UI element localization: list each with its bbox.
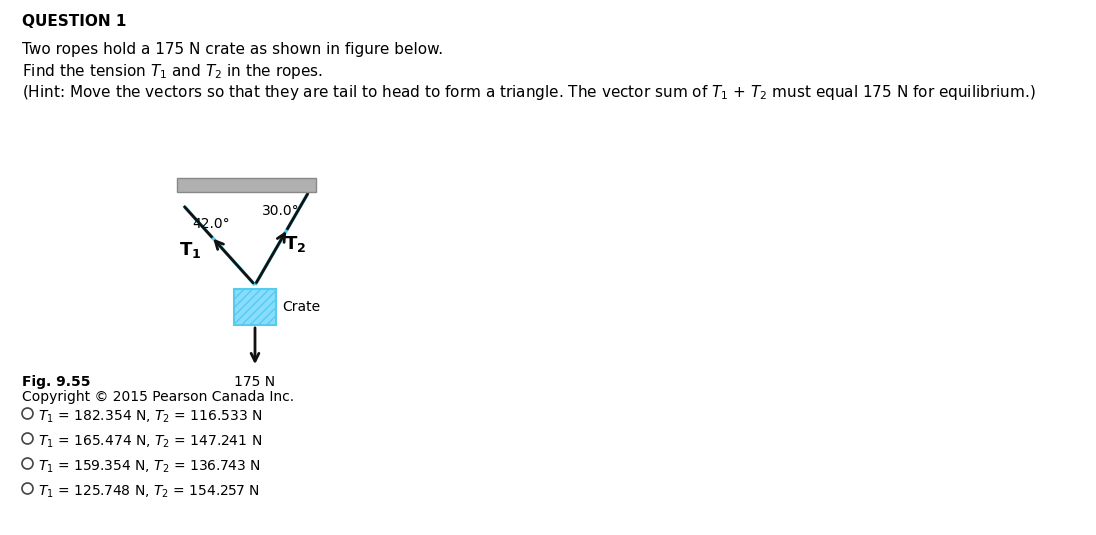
Bar xyxy=(235,289,276,325)
Text: Find the tension $T_1$ and $T_2$ in the ropes.: Find the tension $T_1$ and $T_2$ in the … xyxy=(22,62,323,81)
Text: (Hint: Move the vectors so that they are tail to head to form a triangle. The ve: (Hint: Move the vectors so that they are… xyxy=(22,83,1036,102)
Text: $T_1$ = 165.474 N, $T_2$ = 147.241 N: $T_1$ = 165.474 N, $T_2$ = 147.241 N xyxy=(38,434,262,450)
Text: 42.0°: 42.0° xyxy=(193,217,230,231)
Text: 175 N: 175 N xyxy=(235,375,275,389)
Text: $T_1$ = 125.748 N, $T_2$ = 154.257 N: $T_1$ = 125.748 N, $T_2$ = 154.257 N xyxy=(38,484,260,500)
Text: $\mathbf{T_1}$: $\mathbf{T_1}$ xyxy=(179,240,202,260)
Text: Crate: Crate xyxy=(282,300,320,314)
Text: 30.0°: 30.0° xyxy=(262,204,299,218)
Text: $T_1$ = 182.354 N, $T_2$ = 116.533 N: $T_1$ = 182.354 N, $T_2$ = 116.533 N xyxy=(38,409,263,425)
Text: $T_1$ = 159.354 N, $T_2$ = 136.743 N: $T_1$ = 159.354 N, $T_2$ = 136.743 N xyxy=(38,459,261,476)
Text: QUESTION 1: QUESTION 1 xyxy=(22,14,126,29)
Text: $\mathbf{T_2}$: $\mathbf{T_2}$ xyxy=(284,234,306,254)
Text: Two ropes hold a 175 N crate as shown in figure below.: Two ropes hold a 175 N crate as shown in… xyxy=(22,42,443,57)
Text: Fig. 9.55: Fig. 9.55 xyxy=(22,375,91,389)
Text: Copyright © 2015 Pearson Canada Inc.: Copyright © 2015 Pearson Canada Inc. xyxy=(22,390,294,404)
Bar xyxy=(176,178,316,192)
